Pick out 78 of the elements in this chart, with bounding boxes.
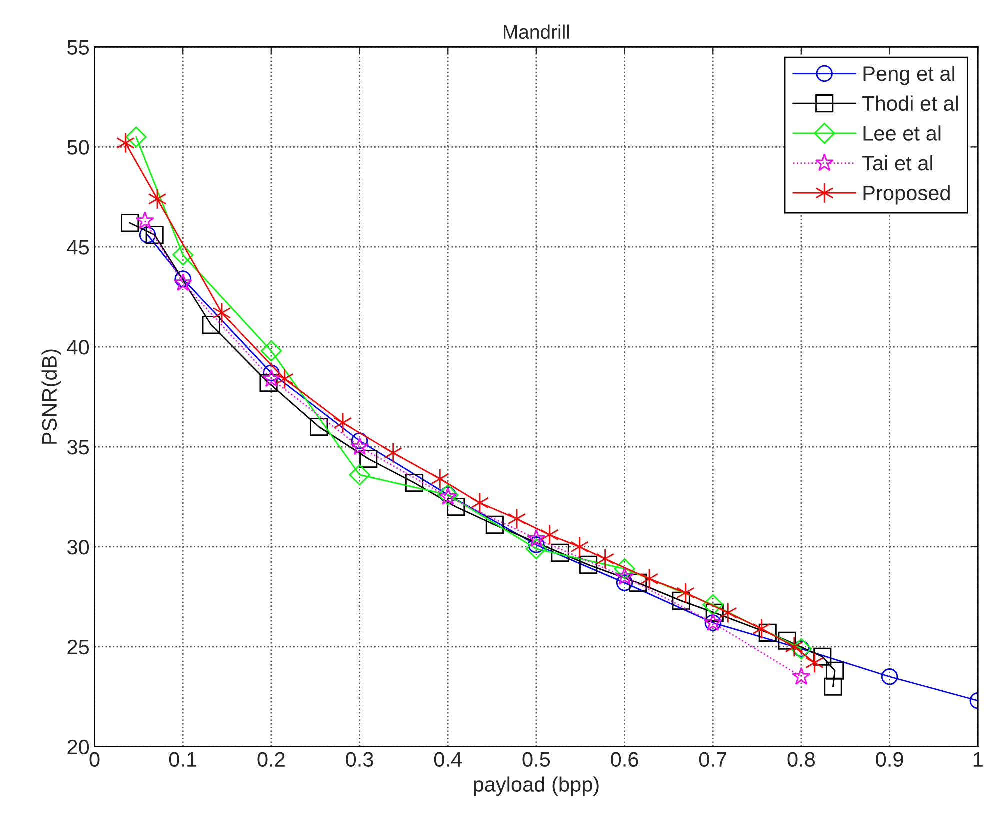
y-tick-label: 40 (67, 340, 90, 355)
point (792, 667, 811, 685)
y-tick-label: 25 (68, 640, 90, 655)
x-axis-title: payload (bpp) (474, 776, 599, 796)
point (785, 636, 804, 658)
point (806, 652, 824, 674)
point (350, 437, 370, 455)
y-tick-label: 55 (68, 40, 90, 55)
point (881, 668, 898, 686)
x-tick-label: 0.4 (434, 752, 462, 768)
point (814, 648, 832, 666)
point (260, 340, 282, 362)
y-tick-label: 50 (68, 140, 90, 155)
point (276, 368, 294, 390)
point (752, 618, 771, 640)
chart-title: Mandrill (504, 24, 570, 40)
y-tick-label: 35 (68, 440, 90, 455)
point (431, 468, 450, 490)
x-tick-label: 0.6 (611, 752, 638, 768)
point (672, 592, 690, 610)
point (540, 524, 559, 546)
point (146, 226, 164, 244)
point (676, 582, 695, 604)
x-tick-label: 0.9 (876, 752, 904, 768)
legend-label: Thodi et al (862, 96, 958, 112)
point (527, 529, 546, 547)
point (447, 498, 466, 516)
point (139, 226, 156, 244)
point (470, 492, 490, 514)
point (360, 450, 378, 468)
legend-label: Tai et al (862, 155, 932, 171)
point (778, 632, 796, 650)
point (310, 418, 328, 436)
point (260, 374, 278, 392)
legend-label: Peng et al (864, 66, 955, 86)
point (262, 369, 281, 388)
y-tick-label: 45 (67, 240, 90, 255)
point (628, 574, 648, 592)
x-tick-label: 1 (974, 752, 983, 767)
point (202, 316, 220, 334)
point (349, 464, 370, 486)
point (596, 548, 614, 570)
x-tick-label: 0.7 (699, 752, 727, 768)
point (263, 364, 280, 382)
point (136, 211, 154, 230)
legend-label: Lee et al (864, 126, 941, 141)
point (174, 270, 192, 288)
point (824, 678, 842, 696)
point (580, 556, 598, 574)
point (384, 442, 402, 464)
point (615, 567, 634, 585)
x-tick-label: 0.2 (258, 752, 285, 768)
point (570, 536, 589, 558)
point (526, 538, 547, 560)
x-tick-label: 0 (90, 752, 100, 768)
point (826, 662, 844, 680)
point (121, 214, 140, 232)
point (406, 474, 424, 492)
point (116, 132, 135, 154)
y-axis-title: PSNR(dB) (42, 350, 62, 444)
point (702, 594, 724, 616)
x-tick-label: 0.1 (169, 752, 197, 768)
x-tick-label: 0.3 (346, 752, 374, 768)
y-tick-label: 20 (68, 740, 90, 755)
point (551, 544, 570, 562)
point (758, 624, 777, 642)
x-tick-label: 0.8 (788, 752, 816, 768)
point (616, 574, 634, 592)
point (126, 126, 147, 148)
point (719, 602, 738, 624)
legend-label: Proposed (864, 185, 950, 205)
point (351, 432, 368, 450)
point (614, 558, 636, 580)
x-tick-label: 0.5 (522, 752, 550, 768)
point (174, 273, 192, 292)
point (486, 516, 504, 534)
y-tick-label: 30 (68, 540, 90, 555)
point (172, 244, 194, 266)
